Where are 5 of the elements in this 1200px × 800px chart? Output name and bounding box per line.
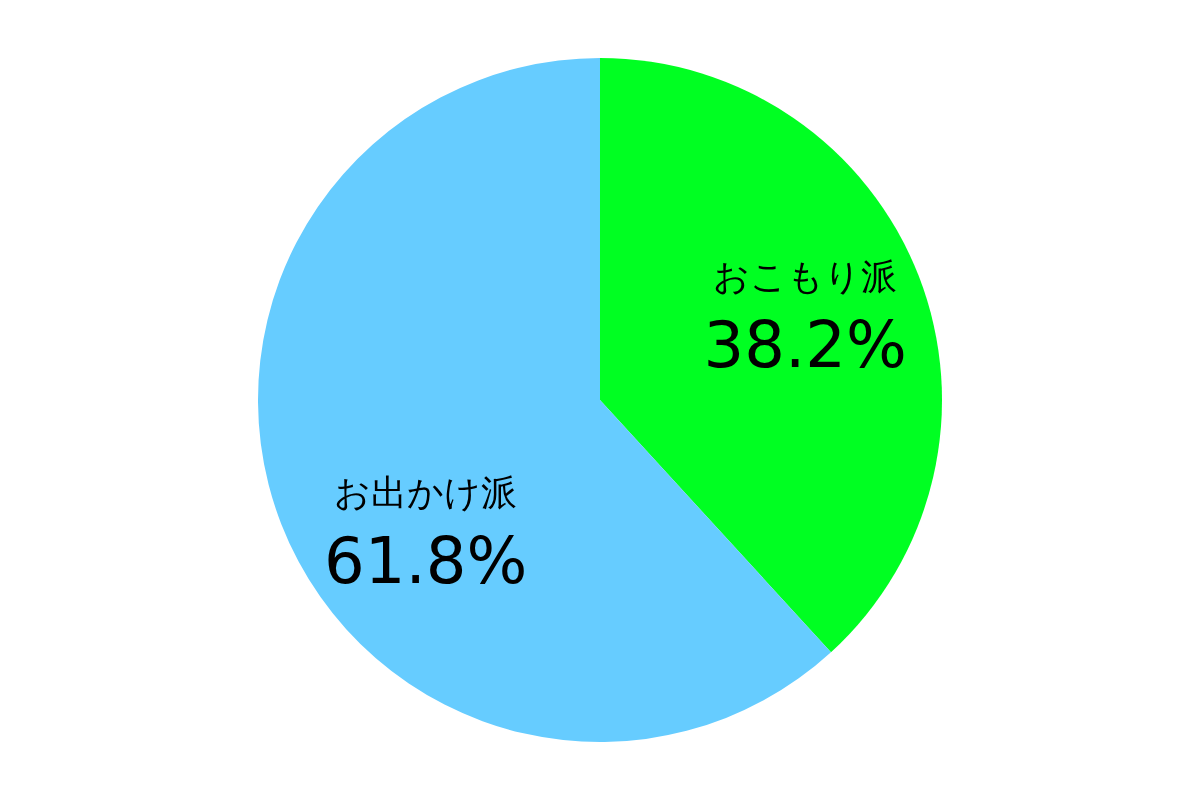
data-label: 38.2% [703,308,907,383]
slice-label: おこもり派 [713,256,898,298]
data-label: 61.8% [323,523,528,598]
pie-slice [600,58,942,653]
slice-label: お出かけ派 [334,471,518,513]
